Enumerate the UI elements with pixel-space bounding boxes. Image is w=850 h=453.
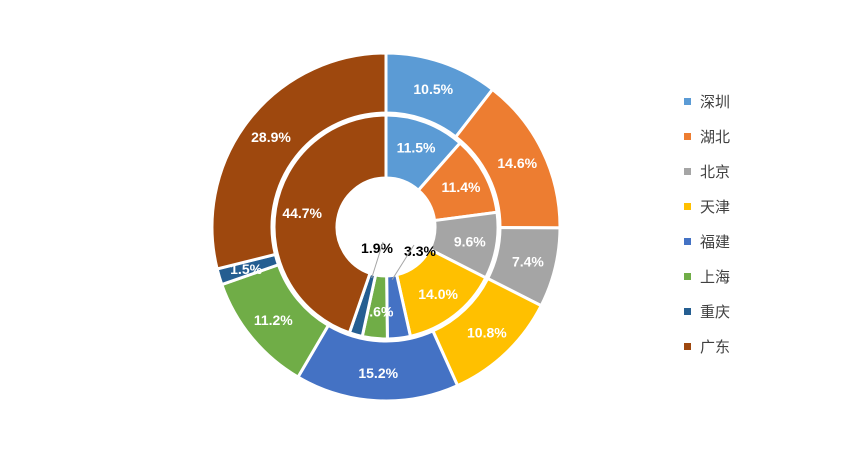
inner-data-label: 11.4% [442,179,481,195]
outer-data-label: 7.4% [512,253,544,269]
legend-label: 福建 [700,233,731,251]
legend-label: 深圳 [700,93,731,111]
legend-item-tianjin: 天津 [684,189,804,224]
legend: 深圳 湖北 北京 天津 福建 上海 重庆 广东 [684,84,804,364]
outer-data-label: 14.6% [497,155,537,171]
legend-label: 上海 [700,268,731,286]
legend-swatch [684,133,691,140]
legend-item-shenzhen: 深圳 [684,84,804,119]
legend-swatch [684,238,691,245]
outer-slice-7 [210,51,388,271]
legend-item-shanghai: 上海 [684,259,804,294]
legend-swatch [684,168,691,175]
legend-label: 湖北 [700,128,731,146]
legend-label: 天津 [700,198,731,216]
legend-swatch [684,273,691,280]
legend-item-fujian: 福建 [684,224,804,259]
inner-data-label: 11.5% [397,139,436,155]
outer-data-label: 28.9% [251,129,291,145]
legend-swatch [684,308,691,315]
inner-data-label: 9.6% [454,233,486,249]
inner-data-label: 1.9% [361,240,393,256]
legend-item-beijing: 北京 [684,154,804,189]
legend-label: 广东 [700,338,731,356]
outer-data-label: 15.2% [358,365,398,381]
outer-data-label: 10.8% [467,325,507,341]
outer-data-label: 11.2% [254,312,293,328]
legend-label: 北京 [700,163,731,181]
legend-swatch [684,343,691,350]
legend-item-chongqing: 重庆 [684,294,804,329]
inner-data-label: 44.7% [282,205,322,221]
inner-data-label: 14.0% [418,286,458,302]
legend-label: 重庆 [700,303,731,321]
inner-data-label: 3.3% [404,243,436,259]
leader-line [391,244,415,280]
leader-line [371,241,384,279]
inner-slice-7 [272,113,388,335]
legend-item-guangdong: 广东 [684,329,804,364]
legend-swatch [684,203,691,210]
legend-item-hubei: 湖北 [684,119,804,154]
outer-data-label: 10.5% [413,81,453,97]
legend-swatch [684,98,691,105]
